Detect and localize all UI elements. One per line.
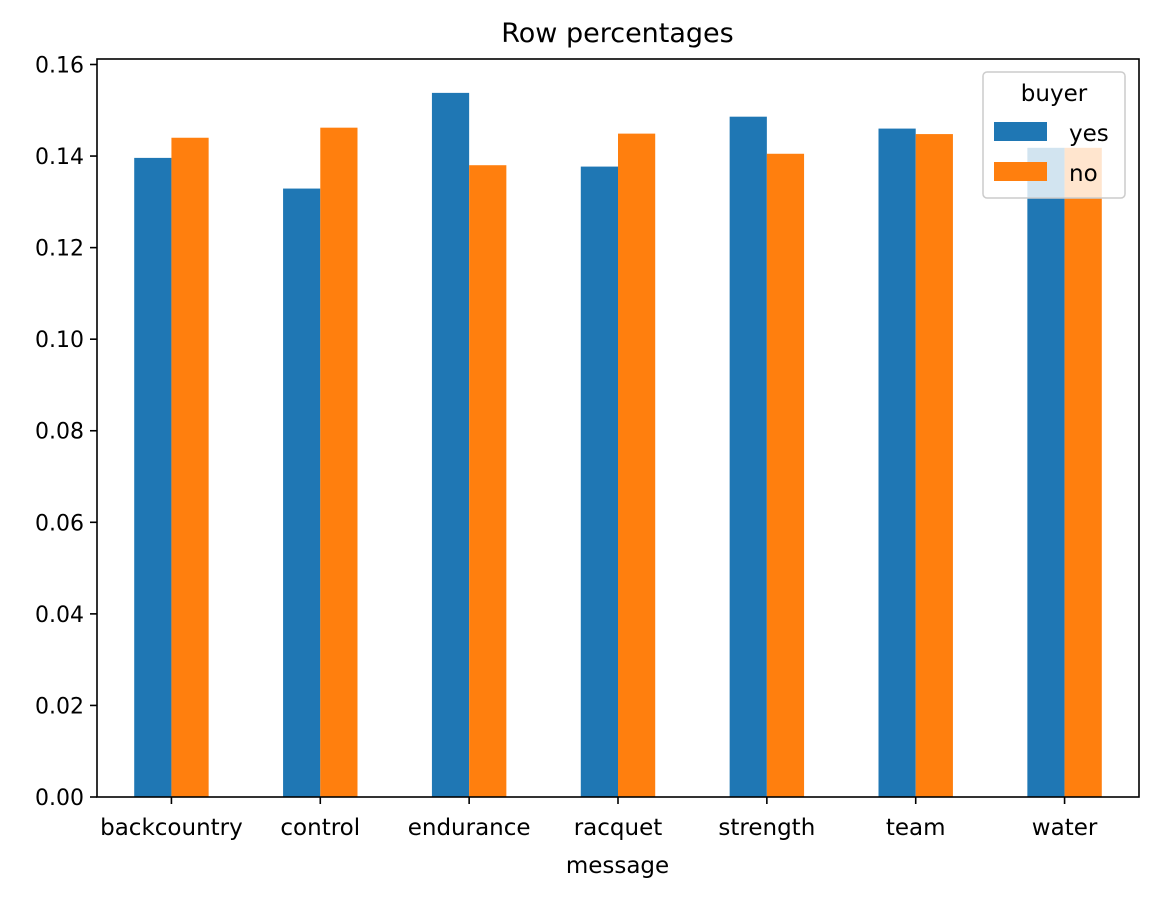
bar-yes-control [283, 188, 321, 798]
bar-no-racquet [618, 133, 656, 797]
legend: buyer yes no [982, 71, 1126, 199]
y-tick-label: 0.16 [35, 53, 84, 78]
x-tick-label-backcountry: backcountry [100, 815, 243, 841]
legend-label-yes: yes [1069, 121, 1109, 147]
bar-no-team [915, 134, 953, 797]
bar-yes-water [1027, 147, 1065, 797]
bar-no-water [1064, 147, 1102, 797]
y-tick-label: 0.10 [35, 328, 84, 353]
x-tick-label-endurance: endurance [408, 815, 531, 841]
bars-group [134, 92, 1102, 798]
y-tick-label: 0.06 [35, 511, 84, 536]
legend-swatch-yes [994, 122, 1047, 141]
x-tick-label-water: water [1032, 815, 1098, 841]
y-tick-label: 0.14 [35, 145, 84, 170]
x-tick-label-team: team [886, 815, 946, 841]
bar-yes-team [878, 128, 916, 798]
plot-frame [96, 58, 1140, 798]
bar-yes-strength [729, 116, 767, 797]
y-tick-label: 0.02 [35, 694, 84, 719]
legend-title: buyer [1021, 81, 1088, 107]
y-axis: 0.00 0.02 0.04 0.06 0.08 0.10 0.12 0.14 0.16 [35, 53, 97, 811]
x-axis: backcountry control endurance racquet streng… [100, 797, 1098, 841]
bar-yes-backcountry [134, 157, 172, 798]
bar-no-backcountry [171, 137, 209, 798]
x-tick-label-racquet: racquet [574, 815, 663, 841]
bar-no-strength [766, 153, 805, 797]
legend-label-no: no [1069, 161, 1098, 187]
x-axis-label: message [566, 853, 669, 879]
y-tick-label: 0.08 [35, 420, 84, 445]
x-tick-label-control: control [280, 815, 360, 841]
x-tick-label-strength: strength [718, 815, 815, 841]
bar-no-control [320, 127, 358, 797]
y-tick-label: 0.00 [35, 786, 84, 811]
chart-title: Row percentages [501, 18, 734, 49]
legend-swatch-no [994, 162, 1047, 181]
y-tick-label: 0.12 [35, 237, 84, 262]
bar-yes-endurance [431, 92, 470, 797]
bar-no-endurance [469, 165, 507, 798]
y-tick-label: 0.04 [35, 603, 84, 628]
bar-yes-racquet [580, 166, 618, 797]
